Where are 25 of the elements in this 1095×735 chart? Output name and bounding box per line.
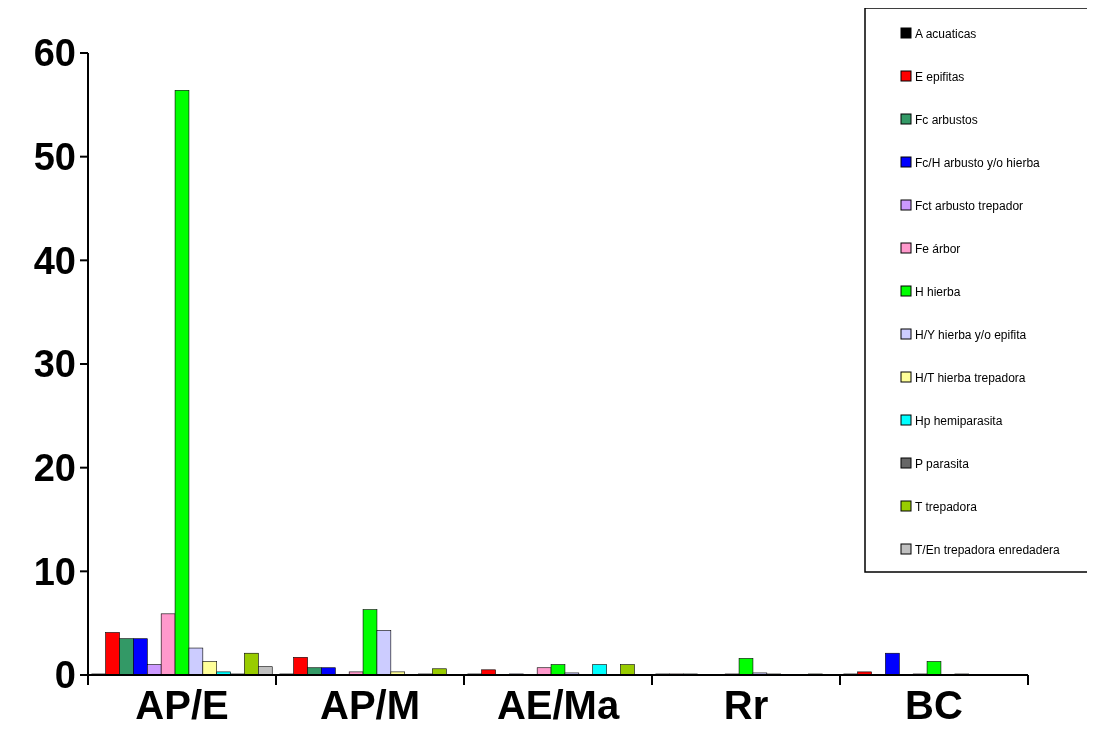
- legend-label: T/En trepadora enredadera: [915, 543, 1061, 557]
- y-tick-label: 0: [54, 654, 76, 697]
- legend-label: T trepadora: [915, 500, 978, 514]
- legend-label: Fc arbustos: [915, 113, 978, 127]
- y-tick-label: 50: [33, 135, 76, 178]
- x-tick-label: AE/Ma: [496, 683, 620, 727]
- x-tick-label: Rr: [723, 683, 769, 727]
- legend-label: Hp hemiparasita: [915, 414, 1003, 428]
- legend-label: H/Y hierba y/o epifita: [915, 328, 1027, 342]
- legend-label: A acuaticas: [915, 27, 977, 41]
- x-tick-label: AP/M: [320, 683, 420, 727]
- legend-label: P parasita: [915, 457, 970, 471]
- y-tick-label: 10: [33, 550, 76, 593]
- legend-label: Fct arbusto trepador: [915, 199, 1024, 213]
- y-tick-label: 60: [33, 32, 76, 75]
- legend-label: H/T hierba trepadora: [915, 371, 1026, 385]
- x-tick-label: BC: [905, 683, 963, 727]
- x-tick-label: AP/E: [135, 683, 229, 727]
- legend-label: H hierba: [915, 285, 961, 299]
- legend-label: E epifitas: [915, 70, 965, 84]
- legend-label: Fe árbor: [915, 242, 961, 256]
- legend-label: Fc/H arbusto y/o hierba: [915, 156, 1041, 170]
- y-tick-label: 20: [33, 446, 76, 489]
- y-tick-label: 30: [33, 343, 76, 386]
- y-tick-label: 40: [33, 239, 76, 282]
